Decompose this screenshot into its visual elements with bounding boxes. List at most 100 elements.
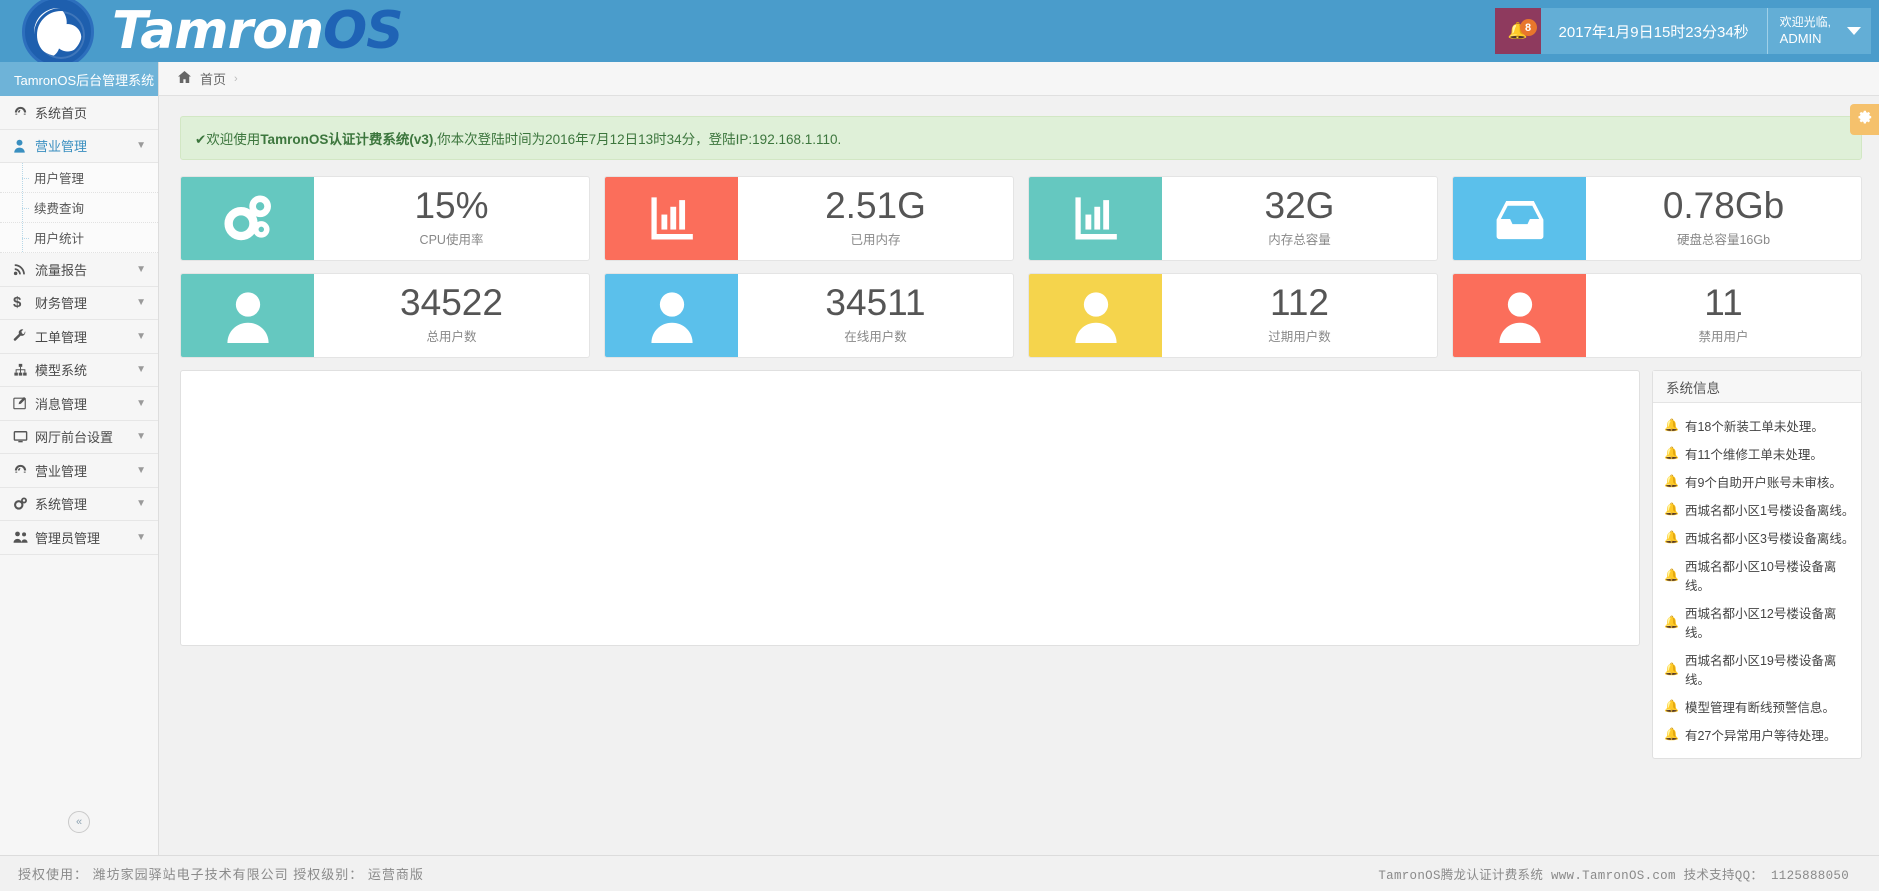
double-chevron-left-icon: « [75,816,83,828]
bell-icon: 🔔 [1664,614,1679,629]
bell-icon: 🔔 [1664,474,1679,488]
stat-value: 34522 [400,282,503,324]
system-info-title: 系统信息 [1653,371,1861,403]
users-icon [13,530,35,544]
stats-row-2: 34522 总用户数 34511 在线用户数 112 过期用户数 [180,273,1862,358]
stat-card-online-users[interactable]: 34511 在线用户数 [604,273,1014,358]
dashboard-icon [13,463,35,478]
user-labels: 欢迎光临, ADMIN [1780,14,1831,48]
list-item-label: 有18个新装工单未处理。 [1684,419,1824,434]
sidebar-menu: 系统首页 营业管理 ▼ 用户管理 续费查询 用户统计 流量报告 [0,96,158,555]
user-icon [1029,274,1162,357]
breadcrumb: 首页 › [159,62,1879,96]
sidebar-subitem-label: 用户统计 [34,232,85,246]
dollar-icon: $ [13,294,22,312]
user-name: ADMIN [1779,31,1822,47]
sidebar-subitem-user-management[interactable]: 用户管理 [0,163,158,193]
stat-label: 在线用户数 [844,329,907,344]
list-item[interactable]: 🔔 西城名都小区10号楼设备离线。 [1653,551,1861,598]
sidebar-item-traffic-report[interactable]: 流量报告 ▼ [0,253,158,287]
sidebar-item-label: 系统首页 [35,105,88,121]
stat-card-used-memory[interactable]: 2.51G 已用内存 [604,176,1014,261]
stat-card-total-users[interactable]: 34522 总用户数 [180,273,590,358]
list-item[interactable]: 🔔 西城名都小区12号楼设备离线。 [1653,598,1861,645]
chevron-down-icon: ▼ [136,498,146,510]
sidebar-item-system-management[interactable]: 系统管理 ▼ [0,487,158,521]
sidebar-item-finance-management[interactable]: $ 财务管理 ▼ [0,286,158,320]
user-icon [13,139,35,153]
stat-label: 过期用户数 [1268,329,1331,344]
breadcrumb-current[interactable]: 首页 [200,72,227,87]
alert-strong: TamronOS认证计费系统(v3) [260,132,434,147]
list-item[interactable]: 🔔 有18个新装工单未处理。 [1653,411,1861,439]
list-item[interactable]: 🔔 有9个自助开户账号未审核。 [1653,467,1861,495]
list-item[interactable]: 🔔 模型管理有断线预警信息。 [1653,692,1861,720]
sidebar-item-business-management-2[interactable]: 营业管理 ▼ [0,454,158,488]
bell-icon: 🔔 [1664,418,1679,432]
globe-icon [22,0,94,68]
stat-card-total-memory[interactable]: 32G 内存总容量 [1028,176,1438,261]
chevron-down-icon: ▼ [136,330,146,342]
list-item-label: 有9个自助开户账号未审核。 [1684,475,1842,490]
list-item[interactable]: 🔔 西城名都小区3号楼设备离线。 [1653,523,1861,551]
stat-card-disk-capacity[interactable]: 0.78Gb 硬盘总容量16Gb [1452,176,1862,261]
sidebar-item-label: 模型系统 [35,363,88,379]
bell-icon: 🔔 [1664,446,1679,460]
dashboard-icon [13,105,35,120]
user-greeting: 欢迎光临, [1779,15,1831,30]
sidebar-item-message-management[interactable]: 消息管理 ▼ [0,387,158,421]
list-item-label: 西城名都小区1号楼设备离线。 [1684,503,1855,518]
sidebar-item-system-home[interactable]: 系统首页 [0,96,158,130]
sidebar-subitem-user-statistics[interactable]: 用户统计 [0,223,158,253]
sidebar-item-model-system[interactable]: 模型系统 ▼ [0,353,158,387]
notifications-button[interactable]: 🔔 8 [1494,8,1541,54]
gear-icon [1857,110,1873,130]
stat-card-disabled-users[interactable]: 11 禁用用户 [1452,273,1862,358]
top-header-bar: TamronOS 🔔 8 2017年1月9日15时23分34秒 欢迎光临, AD… [0,0,1879,68]
bell-icon: 🔔 [1664,530,1679,544]
list-item-label: 有11个维修工单未处理。 [1684,447,1823,462]
stat-value: 34511 [825,282,926,324]
stat-card-expired-users[interactable]: 112 过期用户数 [1028,273,1438,358]
list-item[interactable]: 🔔 西城名都小区19号楼设备离线。 [1653,645,1861,692]
sidebar-item-label: 工单管理 [35,329,88,345]
list-item[interactable]: 🔔 有11个维修工单未处理。 [1653,439,1861,467]
stat-body: 0.78Gb 硬盘总容量16Gb [1586,177,1861,260]
sidebar-item-admin-management[interactable]: 管理员管理 ▼ [0,521,158,555]
stat-card-cpu-usage[interactable]: 15% CPU使用率 [180,176,590,261]
list-item-label: 西城名都小区19号楼设备离线。 [1684,653,1837,687]
stat-body: 34522 总用户数 [314,274,589,357]
sidebar-item-work-order-management[interactable]: 工单管理 ▼ [0,320,158,354]
brand-logo-area[interactable]: TamronOS [0,0,404,68]
chevron-down-icon: ▼ [136,297,146,309]
system-info-panel: 系统信息 🔔 有18个新装工单未处理。 🔔 有11个维修工单未处理。 🔔 有9个… [1652,370,1862,759]
sidebar-item-label: 流量报告 [35,262,88,278]
chevron-down-icon: ▼ [136,364,146,376]
chart-panel-placeholder [180,370,1640,646]
bell-icon: 🔔 [1664,699,1679,713]
main-content: ✔欢迎使用TamronOS认证计费系统(v3),你本次登陆时间为2016年7月1… [159,96,1879,855]
clock-text: 2017年1月9日15时23分34秒 [1558,23,1749,41]
sidebar-title: TamronOS后台管理系统 [0,62,158,96]
wrench-icon [13,329,35,343]
sidebar-collapse-button[interactable]: « [68,811,90,833]
clock-display: 2017年1月9日15时23分34秒 [1540,8,1768,54]
stat-value: 2.51G [825,185,926,227]
check-icon: ✔ [195,132,207,147]
header-right-controls: 🔔 8 2017年1月9日15时23分34秒 欢迎光临, ADMIN [1494,8,1871,54]
stats-row-1: 15% CPU使用率 2.51G 已用内存 32G 内存总容量 [180,176,1862,261]
user-icon [605,274,738,357]
alert-prefix: 欢迎使用 [206,132,261,147]
home-icon[interactable] [177,70,192,87]
welcome-alert: ✔欢迎使用TamronOS认证计费系统(v3),你本次登陆时间为2016年7月1… [180,116,1862,160]
sidebar-item-portal-frontend-settings[interactable]: 网厅前台设置 ▼ [0,420,158,454]
list-item[interactable]: 🔔 西城名都小区1号楼设备离线。 [1653,495,1861,523]
settings-fab-button[interactable] [1850,104,1879,135]
sidebar-subitem-renewal-query[interactable]: 续费查询 [0,193,158,223]
list-item[interactable]: 🔔 有27个异常用户等待处理。 [1653,720,1861,748]
sitemap-icon [13,363,35,377]
stat-value: 32G [1264,185,1335,227]
sidebar-item-label: 营业管理 [35,463,88,479]
sidebar-item-business-management[interactable]: 营业管理 ▼ [0,129,158,163]
user-menu-button[interactable]: 欢迎光临, ADMIN [1767,8,1871,54]
